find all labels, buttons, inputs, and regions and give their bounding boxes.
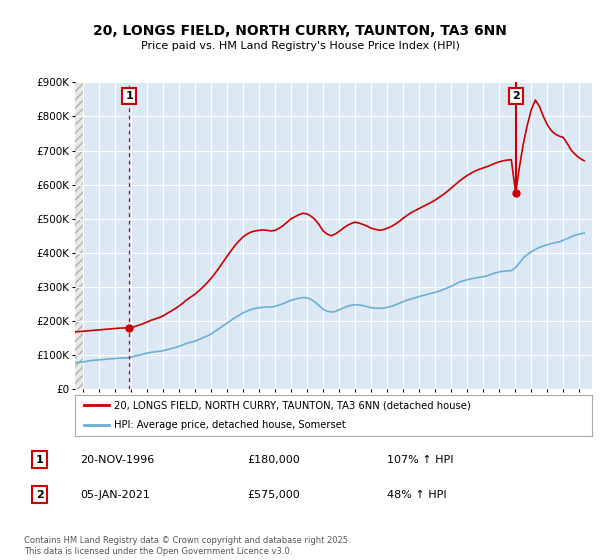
Text: 1: 1 xyxy=(36,455,43,465)
Text: 1: 1 xyxy=(125,91,133,101)
Text: 05-JAN-2021: 05-JAN-2021 xyxy=(80,489,149,500)
Text: 48% ↑ HPI: 48% ↑ HPI xyxy=(387,489,446,500)
Text: Contains HM Land Registry data © Crown copyright and database right 2025.
This d: Contains HM Land Registry data © Crown c… xyxy=(24,536,350,556)
Text: 20-NOV-1996: 20-NOV-1996 xyxy=(80,455,154,465)
Text: 2: 2 xyxy=(512,91,520,101)
Text: 20, LONGS FIELD, NORTH CURRY, TAUNTON, TA3 6NN (detached house): 20, LONGS FIELD, NORTH CURRY, TAUNTON, T… xyxy=(114,400,470,410)
Text: 20, LONGS FIELD, NORTH CURRY, TAUNTON, TA3 6NN: 20, LONGS FIELD, NORTH CURRY, TAUNTON, T… xyxy=(93,25,507,38)
Text: HPI: Average price, detached house, Somerset: HPI: Average price, detached house, Some… xyxy=(114,420,346,430)
Text: £180,000: £180,000 xyxy=(247,455,300,465)
Text: 107% ↑ HPI: 107% ↑ HPI xyxy=(387,455,453,465)
Bar xyxy=(75,82,83,389)
Text: £575,000: £575,000 xyxy=(247,489,300,500)
Text: 2: 2 xyxy=(36,489,43,500)
Text: Price paid vs. HM Land Registry's House Price Index (HPI): Price paid vs. HM Land Registry's House … xyxy=(140,41,460,51)
